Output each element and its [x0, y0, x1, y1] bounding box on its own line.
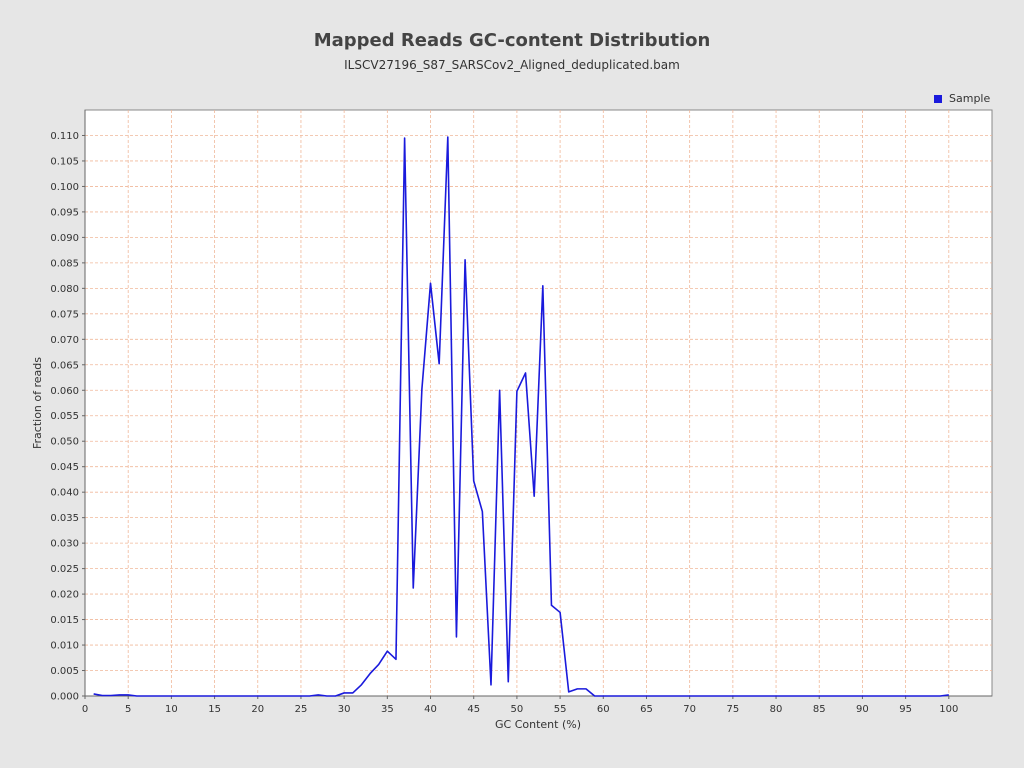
y-tick-label: 0.075: [50, 309, 79, 320]
x-tick-label: 80: [770, 704, 783, 715]
y-tick-label: 0.080: [50, 284, 79, 295]
y-tick-label: 0.065: [50, 360, 79, 371]
x-tick-label: 55: [554, 704, 567, 715]
x-tick-label: 60: [597, 704, 610, 715]
y-axis: 0.000 0.005 0.010 0.015 0.020 0.025 0.030 0.035…: [50, 110, 86, 703]
x-axis-label: GC Content (%): [495, 718, 581, 731]
x-tick-label: 35: [381, 704, 394, 715]
y-tick-label: 0.000: [50, 692, 79, 703]
y-tick-label: 0.090: [50, 233, 79, 244]
x-tick-label: 90: [856, 704, 869, 715]
series-line-sample: [93, 136, 949, 697]
series-group: [93, 136, 949, 697]
y-tick-label: 0.100: [50, 182, 79, 193]
x-tick-label: 20: [251, 704, 264, 715]
y-tick-label: 0.055: [50, 411, 79, 422]
grid-lines: [85, 110, 992, 696]
y-tick-label: 0.005: [50, 666, 79, 677]
x-axis: 0 5 10 15 20 25 30 35 40 45 50 55 60 65 70 75 80 85 90 95 10…: [82, 695, 992, 715]
x-tick-label: 30: [338, 704, 351, 715]
y-tick-label: 0.040: [50, 488, 79, 499]
y-tick-label: 0.105: [50, 156, 79, 167]
chart-title: Mapped Reads GC-content Distribution: [313, 30, 711, 51]
x-tick-label: 5: [125, 704, 131, 715]
y-tick-label: 0.020: [50, 590, 79, 601]
x-tick-label: 45: [467, 704, 480, 715]
x-tick-label: 40: [424, 704, 437, 715]
y-tick-label: 0.085: [50, 258, 79, 269]
y-tick-label: 0.025: [50, 564, 79, 575]
x-tick-label: 25: [295, 704, 308, 715]
x-tick-label: 15: [208, 704, 221, 715]
y-tick-label: 0.035: [50, 513, 79, 524]
x-tick-label: 65: [640, 704, 653, 715]
y-tick-label: 0.045: [50, 462, 79, 473]
legend-swatch: [934, 95, 942, 103]
x-tick-label: 75: [726, 704, 739, 715]
x-tick-label: 70: [683, 704, 696, 715]
legend: Sample: [934, 92, 990, 105]
y-axis-label: Fraction of reads: [31, 357, 44, 449]
x-tick-label: 10: [165, 704, 178, 715]
y-tick-label: 0.110: [50, 131, 79, 142]
x-tick-label: 100: [939, 704, 958, 715]
y-tick-label: 0.050: [50, 437, 79, 448]
x-tick-label: 85: [813, 704, 826, 715]
y-tick-label: 0.060: [50, 386, 79, 397]
y-tick-label: 0.010: [50, 641, 79, 652]
x-tick-label: 50: [511, 704, 524, 715]
x-tick-label: 95: [899, 704, 912, 715]
chart-subtitle: ILSCV27196_S87_SARSCov2_Aligned_deduplic…: [344, 58, 680, 72]
legend-label: Sample: [949, 92, 990, 105]
x-tick-label: 0: [82, 704, 88, 715]
y-tick-label: 0.030: [50, 539, 79, 550]
y-tick-label: 0.015: [50, 615, 79, 626]
y-tick-label: 0.095: [50, 207, 79, 218]
y-tick-label: 0.070: [50, 335, 79, 346]
